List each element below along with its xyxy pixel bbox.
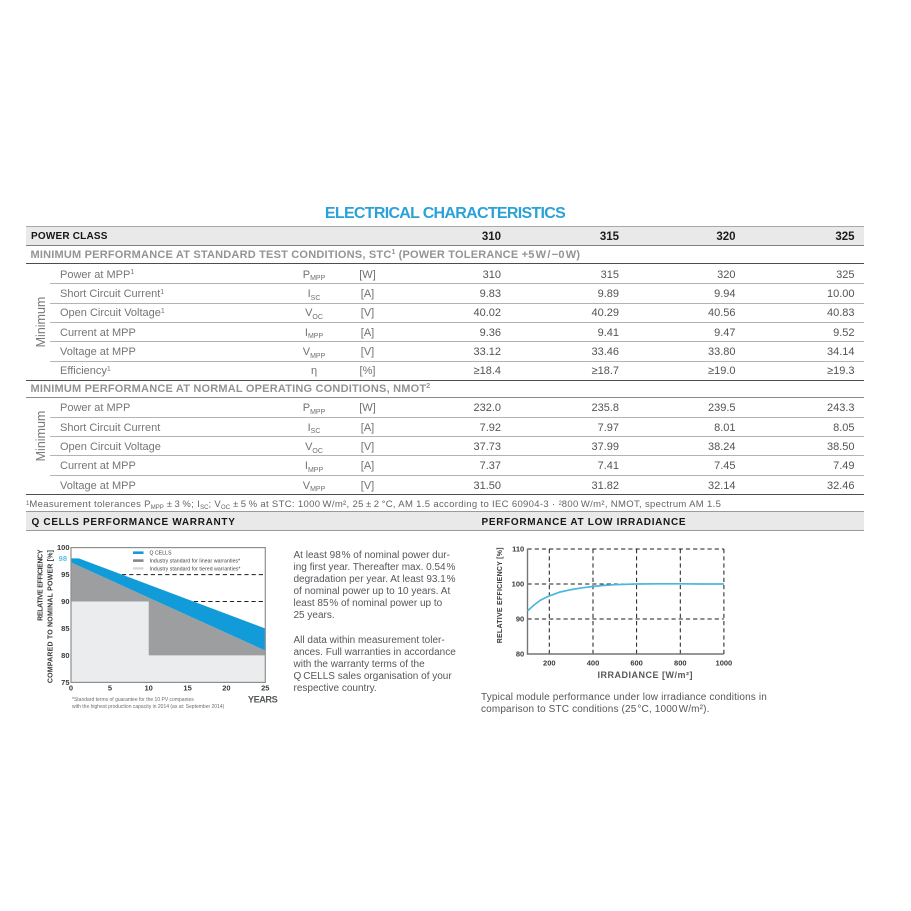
svg-text:95: 95 [61, 570, 69, 579]
svg-text:*Standard terms of guarantee f: *Standard terms of guarantee for the 10 … [72, 697, 194, 703]
svg-text:80: 80 [516, 650, 524, 659]
svg-text:98: 98 [59, 554, 67, 563]
svg-text:0: 0 [69, 684, 73, 693]
svg-text:20: 20 [222, 684, 230, 693]
svg-text:Industry standard for tiered w: Industry standard for tiered warranties* [150, 566, 241, 572]
svg-text:800: 800 [674, 658, 687, 667]
svg-text:90: 90 [516, 615, 524, 624]
svg-text:with the highest production ca: with the highest production capacity in … [72, 704, 225, 710]
svg-text:100: 100 [57, 543, 70, 552]
svg-text:Industry standard for linear w: Industry standard for linear warranties* [150, 559, 241, 565]
svg-text:COMPARED TO NOMINAL POWER [%]: COMPARED TO NOMINAL POWER [%] [47, 550, 54, 683]
svg-text:110: 110 [512, 545, 524, 554]
svg-text:75: 75 [61, 678, 69, 687]
svg-text:1000: 1000 [716, 658, 733, 667]
svg-text:Q CELLS: Q CELLS [150, 551, 173, 557]
svg-text:80: 80 [61, 651, 69, 660]
svg-text:RELATIVE EFFICIENCY [%]: RELATIVE EFFICIENCY [%] [497, 547, 504, 643]
svg-text:400: 400 [587, 658, 600, 667]
svg-text:10: 10 [145, 684, 153, 693]
svg-text:5: 5 [108, 684, 112, 693]
svg-text:90: 90 [61, 597, 69, 606]
svg-text:600: 600 [630, 658, 643, 667]
svg-text:85: 85 [61, 624, 69, 633]
svg-text:YEARS: YEARS [248, 695, 278, 705]
svg-text:IRRADIANCE [W/m²]: IRRADIANCE [W/m²] [598, 670, 694, 680]
svg-text:RELATIVE EFFICIENCY: RELATIVE EFFICIENCY [38, 549, 45, 621]
svg-text:25: 25 [261, 684, 269, 693]
svg-text:100: 100 [512, 580, 525, 589]
svg-text:15: 15 [183, 684, 191, 693]
svg-text:200: 200 [543, 658, 556, 667]
